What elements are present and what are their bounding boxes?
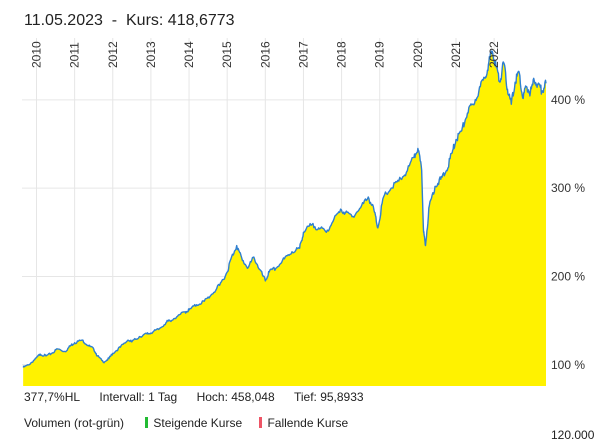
x-tick-label: 2015 [220, 41, 234, 68]
falling-label: Fallende Kurse [267, 416, 349, 430]
x-tick-label: 2022 [487, 41, 501, 68]
kurs-label: Kurs: [126, 12, 164, 29]
header-separator: - [111, 12, 118, 29]
x-tick-label: 2012 [106, 41, 120, 68]
y-axis-labels: 100 % 200 % 300 % 400 % [551, 93, 585, 372]
low-value: Tief: 95,8933 [293, 390, 364, 404]
high-value: Hoch: 458,048 [196, 390, 275, 404]
x-tick-label: 2018 [335, 41, 349, 68]
y-tick-label: 400 % [551, 93, 585, 107]
hl-value: 377,7%HL [24, 390, 81, 404]
x-tick-label: 2016 [258, 41, 272, 68]
x-tick-label: 2011 [68, 42, 82, 68]
y-tick-label: 300 % [551, 181, 585, 195]
x-tick-label: 2014 [182, 41, 196, 68]
stats-bar: 377,7%HL Intervall: 1 Tag Hoch: 458,048 … [24, 390, 364, 404]
chart-header: 11.05.2023 - Kurs: 418,6773 [24, 12, 235, 30]
x-tick-label: 2019 [373, 41, 387, 68]
y-tick-label: 100 % [551, 358, 585, 372]
x-tick-label: 2013 [144, 41, 158, 68]
price-line [22, 50, 547, 368]
x-tick-label: 2010 [29, 41, 43, 68]
rising-label: Steigende Kurse [153, 416, 243, 430]
quote-date: 11.05.2023 [24, 12, 103, 29]
x-axis-labels: 2010 2011 2012 2013 2014 2015 2016 2017 2018 2019… [29, 41, 501, 68]
x-tick-label: 2021 [449, 41, 463, 68]
y-tick-label: 200 % [551, 269, 585, 283]
price-area [23, 51, 546, 387]
x-tick-label: 2020 [411, 41, 425, 68]
falling-swatch [259, 417, 263, 428]
volume-legend: Volumen (rot-grün) Steigende Kurse Falle… [24, 416, 348, 430]
volume-axis-tick: 120.000 [551, 428, 595, 442]
rising-swatch [145, 417, 149, 428]
interval-value: Intervall: 1 Tag [99, 390, 178, 404]
volume-label: Volumen (rot-grün) [24, 416, 125, 430]
kurs-value: 418,6773 [167, 12, 235, 29]
x-tick-label: 2017 [296, 41, 310, 68]
